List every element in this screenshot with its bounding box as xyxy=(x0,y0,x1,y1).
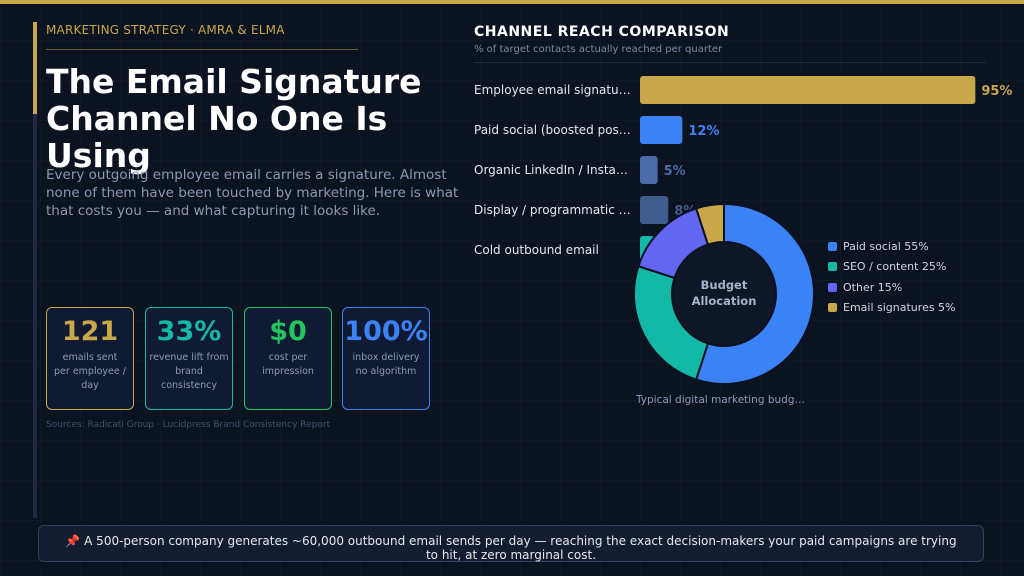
stat-label: cost per impression xyxy=(262,352,314,377)
eyebrow-label: MARKETING STRATEGY · AMRA & ELMA xyxy=(46,23,285,37)
chart-divider xyxy=(474,62,986,63)
stat-value: $0 xyxy=(269,316,307,347)
stat-label: revenue lift from brand consistency xyxy=(149,352,229,391)
donut-center-label: Budget Allocation xyxy=(691,278,757,308)
stat-label: emails sent per employee / day xyxy=(54,352,126,391)
legend-label: Paid social 55% xyxy=(843,239,929,253)
bar-category-label: Cold outbound email xyxy=(474,243,599,257)
legend-label: SEO / content 25% xyxy=(843,260,947,274)
left-accent-bar xyxy=(33,22,37,518)
bar xyxy=(640,76,976,104)
legend-item: Other 15% xyxy=(828,277,956,298)
legend-swatch xyxy=(828,241,837,251)
legend-item: Paid social 55% xyxy=(828,236,956,257)
bar xyxy=(640,196,669,224)
chart-title: CHANNEL REACH COMPARISON xyxy=(474,24,730,40)
bar xyxy=(640,156,658,184)
stat-value: 100% xyxy=(344,316,428,347)
chart-subtitle: % of target contacts actually reached pe… xyxy=(474,44,723,55)
top-accent-line xyxy=(0,0,1024,4)
bar-category-label: Organic LinkedIn / Insta… xyxy=(474,163,628,177)
donut-slice xyxy=(694,202,725,246)
stat-value: 121 xyxy=(61,316,119,347)
bar-category-label: Display / programmatic … xyxy=(474,203,631,217)
legend-label: Email signatures 5% xyxy=(843,301,956,315)
stat-card-emails: 121 emails sent per employee / day xyxy=(46,307,134,410)
stat-card-cost: $0 cost per impression xyxy=(244,307,332,410)
stat-value: 33% xyxy=(156,316,222,347)
lead-paragraph: Every outgoing employee email carries a … xyxy=(46,167,459,219)
callout-banner: 📌 A 500-person company generates ~60,000… xyxy=(38,525,984,562)
stat-card-revenue-lift: 33% revenue lift from brand consistency xyxy=(145,307,233,410)
legend-item: SEO / content 25% xyxy=(828,257,956,278)
legend-label: Other 15% xyxy=(843,280,903,294)
stat-card-inbox: 100% inbox delivery no algorithm xyxy=(342,307,430,410)
bar-value-label: 95% xyxy=(981,84,1012,99)
bar xyxy=(640,116,683,144)
bar-value-label: 5% xyxy=(664,164,686,179)
legend-swatch xyxy=(828,303,837,313)
legend-item: Email signatures 5% xyxy=(828,298,956,319)
sources-note: Sources: Radicati Group · Lucidpress Bra… xyxy=(46,420,331,430)
legend-swatch xyxy=(828,262,837,272)
donut-legend: Paid social 55% SEO / content 25% Other … xyxy=(828,236,956,318)
bar-category-label: Paid social (boosted pos… xyxy=(474,123,631,137)
donut-caption: Typical digital marketing budg… xyxy=(636,394,805,406)
eyebrow-divider xyxy=(46,49,358,50)
page-title: The Email Signature Channel No One Is Us… xyxy=(46,62,422,175)
bar-category-label: Employee email signatu… xyxy=(474,83,631,97)
legend-swatch xyxy=(828,282,837,292)
bar-value-label: 12% xyxy=(688,124,719,139)
donut-slice xyxy=(694,202,815,385)
stat-label: inbox delivery no algorithm xyxy=(352,352,420,377)
